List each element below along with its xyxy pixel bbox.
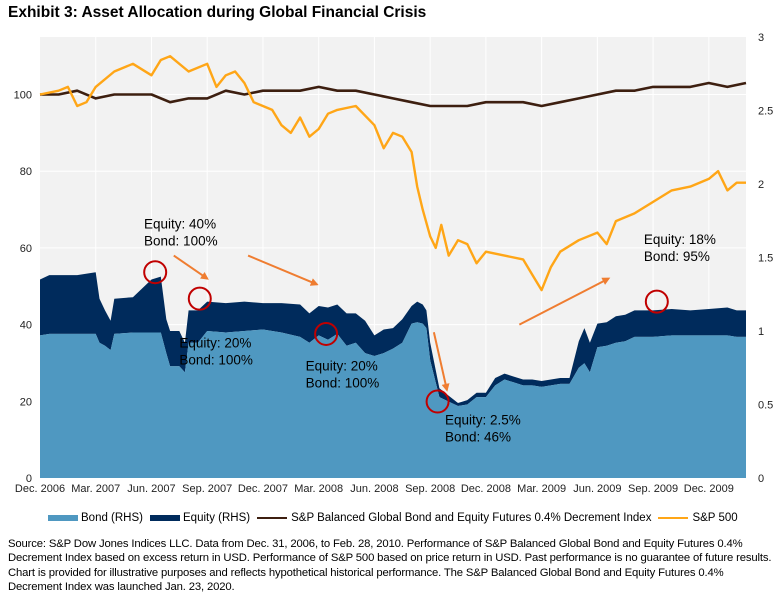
x-axis: Dec. 2006 Mar. 2007 Jun. 2007 Sep. 2007 Dec.… — [15, 483, 734, 495]
x-tick-label: Dec. 2009 — [684, 483, 734, 495]
y-right-tick-label: 0 — [758, 473, 764, 485]
bond-area — [40, 322, 746, 478]
x-tick-label: Mar. 2009 — [517, 483, 566, 495]
y-left-tick-label: 40 — [20, 320, 32, 332]
annotation-label: Equity: 2.5% — [445, 412, 521, 427]
x-tick-label: Sep. 2008 — [405, 483, 455, 495]
equity-area — [40, 272, 746, 406]
y-left-tick-label: 0 — [26, 473, 32, 485]
annotation-arrow — [173, 254, 209, 280]
x-tick-label: Sep. 2009 — [628, 483, 678, 495]
annotation-label: Bond: 100% — [144, 234, 218, 249]
y-right-tick-label: 1.5 — [758, 253, 773, 265]
annotation-label: Equity: 40% — [144, 217, 216, 232]
line-series — [39, 55, 747, 292]
x-tick-label: Dec. 2006 — [15, 483, 65, 495]
x-tick-label: Dec. 2008 — [461, 483, 511, 495]
y-right-tick-label: 2.5 — [758, 106, 773, 118]
annotation-labels: Equity: 40% Bond: 100% Equity: 20% Bond: 10… — [144, 217, 716, 445]
legend-swatch-index — [257, 516, 288, 520]
y-right-tick-label: 2 — [758, 179, 764, 191]
y-right-tick-label: 3 — [758, 32, 764, 44]
area-series — [40, 272, 746, 478]
y-left-tick-label: 100 — [14, 90, 32, 102]
annotation-arrows — [173, 254, 611, 392]
legend-item-index: S&P Balanced Global Bond and Equity Futu… — [257, 512, 651, 524]
legend-item-equity: Equity (RHS) — [150, 512, 250, 524]
index-line — [40, 81, 747, 108]
legend-label-sp500: S&P 500 — [692, 512, 738, 524]
x-tick-label: Jun. 2007 — [127, 483, 175, 495]
annotation-label: Bond: 95% — [644, 249, 710, 264]
annotation-circles — [143, 260, 669, 414]
annotation-arrow — [432, 332, 450, 392]
x-tick-label: Jun. 2008 — [350, 483, 398, 495]
y-right-tick-label: 0.5 — [758, 400, 773, 412]
legend-swatch-sp500 — [658, 516, 689, 520]
legend-item-bond: Bond (RHS) — [48, 512, 143, 524]
legend-label-bond: Bond (RHS) — [81, 512, 143, 524]
annotation-label: Equity: 20% — [306, 359, 378, 374]
y-left-tick-label: 20 — [20, 396, 32, 408]
annotation-label: Equity: 18% — [644, 232, 716, 247]
annotation-label: Equity: 20% — [179, 336, 251, 351]
legend-item-sp500: S&P 500 — [658, 512, 738, 524]
highlight-circle — [644, 289, 669, 314]
annotation-label: Bond: 100% — [179, 353, 253, 368]
legend-label-index: S&P Balanced Global Bond and Equity Futu… — [291, 512, 652, 524]
y-right-tick-label: 1 — [758, 326, 764, 338]
x-tick-label: Sep. 2007 — [182, 483, 232, 495]
highlight-circle — [143, 260, 168, 285]
chart: 0 20 40 60 80 100 0 0.5 1 1.5 2 2.5 3 Dec. 2006 Mar.… — [14, 32, 774, 495]
highlight-circle — [314, 321, 339, 346]
x-tick-label: Mar. 2007 — [71, 483, 120, 495]
x-tick-label: Jun. 2009 — [573, 483, 621, 495]
legend-label-equity: Equity (RHS) — [183, 512, 251, 524]
sp500-line — [39, 55, 746, 292]
x-tick-label: Mar. 2008 — [294, 483, 343, 495]
y-axis-right: 0 0.5 1 1.5 2 2.5 3 — [758, 32, 773, 485]
annotation-arrow — [247, 254, 319, 286]
y-axis-left: 0 20 40 60 80 100 — [14, 90, 32, 485]
annotation-label: Bond: 46% — [445, 429, 511, 444]
legend-swatch-equity — [150, 515, 180, 521]
legend: Bond (RHS) Equity (RHS) S&P Balanced Glo… — [48, 512, 745, 524]
y-left-tick-label: 60 — [20, 243, 32, 255]
source-note: Source: S&P Dow Jones Indices LLC. Data … — [8, 538, 772, 593]
annotation-label: Bond: 100% — [306, 376, 380, 391]
annotation-arrow — [518, 277, 611, 326]
legend-swatch-bond — [48, 515, 78, 521]
x-tick-label: Dec. 2007 — [238, 483, 288, 495]
y-left-tick-label: 80 — [20, 166, 32, 178]
chart-title: Exhibit 3: Asset Allocation during Globa… — [8, 4, 427, 21]
highlight-circle — [425, 389, 450, 414]
highlight-circle — [187, 286, 212, 311]
